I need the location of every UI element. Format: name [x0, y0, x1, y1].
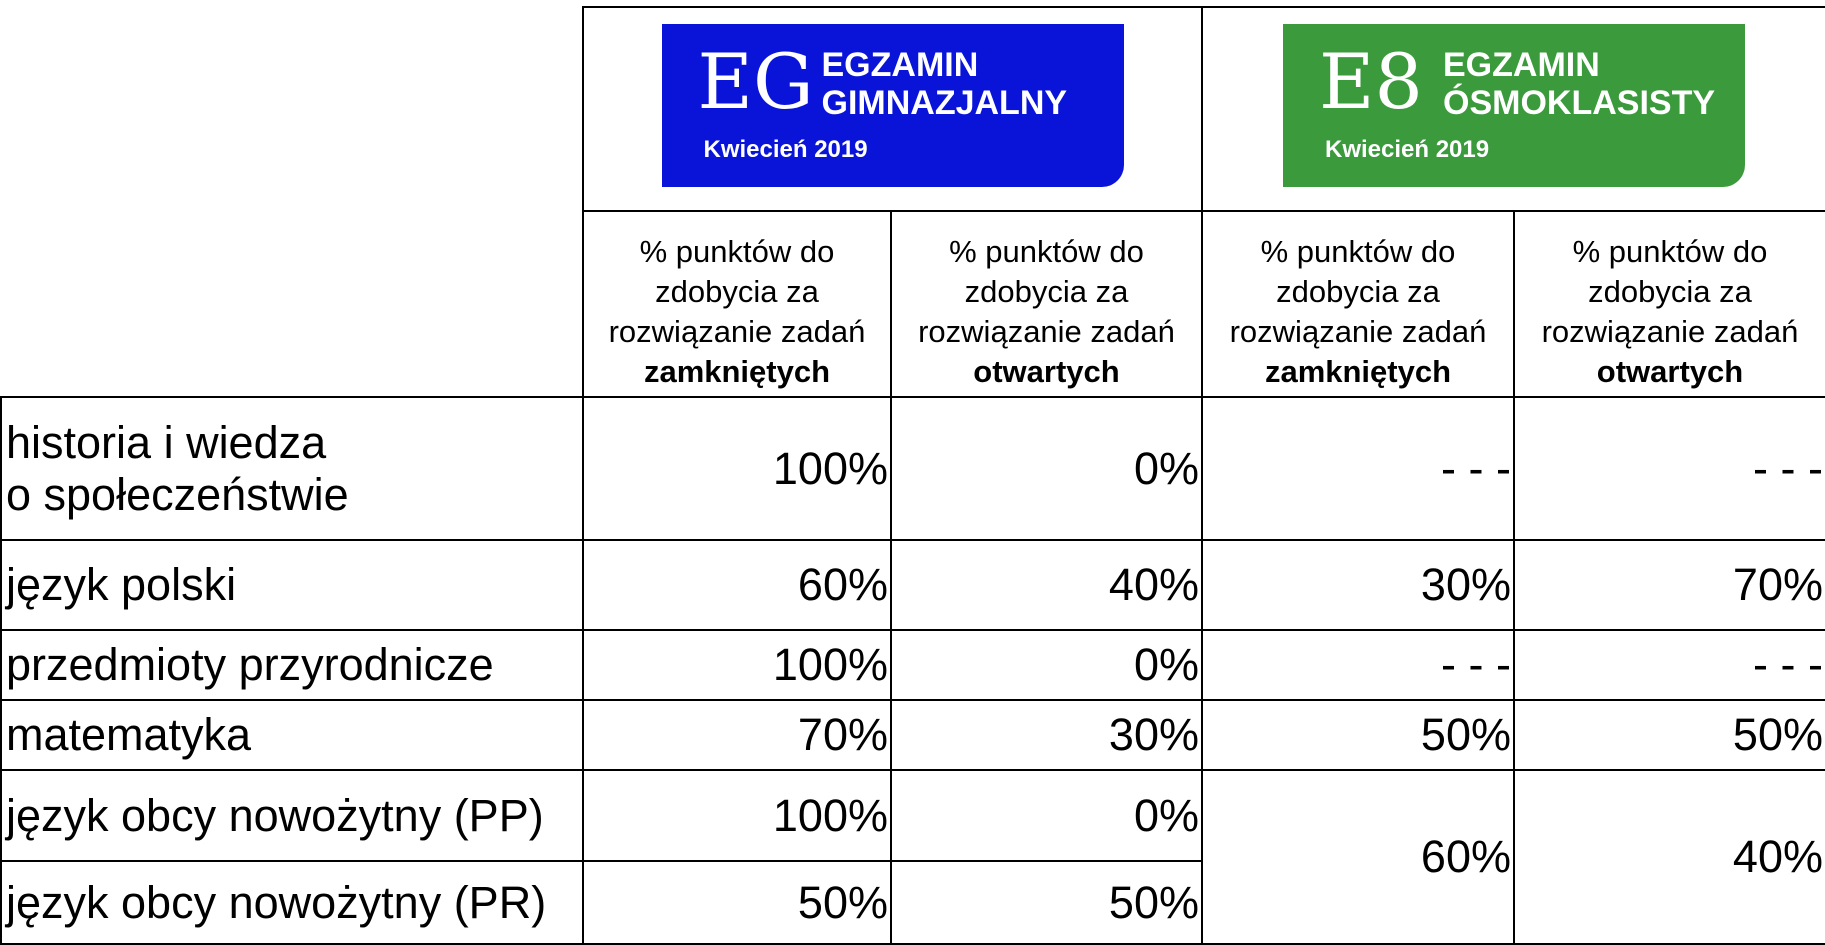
- logo-title-line: EGZAMIN: [1443, 46, 1600, 84]
- value-cell: 40%: [1513, 769, 1825, 945]
- data-row: przedmioty przyrodnicze 100% 0% - - -- - -: [0, 629, 1825, 701]
- column-header: % punktów do zdobycia za rozwiązanie zadań…: [1201, 210, 1515, 398]
- data-row: matematyka 70% 30% 50% 50%: [0, 699, 1825, 771]
- row-label: język obcy nowożytny (PR): [0, 860, 584, 945]
- value-cell: 70%: [582, 699, 892, 771]
- value-cell: 50%: [1513, 699, 1825, 771]
- label-line: język obcy nowożytny (PP): [6, 789, 544, 841]
- header-line: zdobycia za: [1276, 274, 1440, 309]
- blank-cell: [1, 211, 583, 397]
- value-cell: 40%: [890, 539, 1203, 631]
- label-line: o społeczeństwie: [6, 468, 349, 520]
- comparison-table: EG EGZAMIN GIMNAZJALNY Kwiecień 2019 E8 EGZAM…: [0, 6, 1825, 945]
- logo-cell: E8 EGZAMIN ÓSMOKLASISTY Kwiecień 2019: [1201, 6, 1825, 212]
- logo-title-line: EGZAMIN: [821, 46, 979, 84]
- label-line: przedmioty przyrodnicze: [6, 639, 494, 690]
- value-cell: - - -: [1513, 629, 1825, 701]
- value-cell: 60%: [1201, 769, 1515, 945]
- header-line: % punktów do: [1572, 234, 1768, 269]
- logo-mark: EG: [697, 37, 814, 126]
- header-bold: otwartych: [973, 354, 1120, 389]
- label-line: język polski: [6, 559, 237, 610]
- header-line: rozwiązanie zadań: [608, 314, 866, 349]
- row-label: historia i wiedza o społeczeństwie: [0, 396, 584, 541]
- data-row: historia i wiedza o społeczeństwie 100% 0% -…: [0, 396, 1825, 541]
- value-cell: - - -: [1513, 396, 1825, 541]
- label-line: język obcy nowożytny (PR): [6, 876, 547, 928]
- header-line: % punktów do: [1260, 234, 1456, 269]
- header-bold: otwartych: [1596, 354, 1744, 389]
- header-line: zdobycia za: [1588, 274, 1752, 309]
- logo-title: EGZAMIN GIMNAZJALNY: [822, 46, 1068, 122]
- logo: EG EGZAMIN GIMNAZJALNY Kwiecień 2019: [661, 24, 1124, 187]
- header-line: rozwiązanie zadań: [918, 314, 1175, 349]
- header-line: zdobycia za: [964, 274, 1129, 309]
- row-label: przedmioty przyrodnicze: [0, 629, 584, 701]
- logo-title-line: GIMNAZJALNY: [821, 84, 1068, 122]
- value-cell: 0%: [890, 629, 1203, 701]
- value-cell: 0%: [890, 396, 1203, 541]
- value-cell: 60%: [582, 539, 892, 631]
- value-cell: 0%: [890, 769, 1203, 862]
- logo-row: EG EGZAMIN GIMNAZJALNY Kwiecień 2019 E8 EGZAM…: [1, 6, 1825, 212]
- logo-title: EGZAMIN ÓSMOKLASISTY: [1443, 46, 1715, 122]
- label-line: historia i wiedza: [6, 416, 327, 468]
- value-cell: 30%: [890, 699, 1203, 771]
- logo: E8 EGZAMIN ÓSMOKLASISTY Kwiecień 2019: [1283, 24, 1745, 187]
- header-bold: zamkniętych: [1264, 354, 1452, 389]
- header-line: % punktów do: [949, 234, 1144, 269]
- table-body: EG EGZAMIN GIMNAZJALNY Kwiecień 2019 E8 EGZAM…: [0, 6, 1825, 945]
- column-header: % punktów do zdobycia za rozwiązanie zadań…: [582, 210, 892, 398]
- logo-date: Kwiecień 2019: [703, 136, 868, 163]
- logo-title-line: ÓSMOKLASISTY: [1443, 84, 1716, 122]
- value-cell: 30%: [1201, 539, 1515, 631]
- header-line: % punktów do: [639, 234, 835, 269]
- data-row: język obcy nowożytny (PR) 50% 50%: [0, 860, 1825, 945]
- column-header: % punktów do zdobycia za rozwiązanie zadań…: [890, 210, 1203, 398]
- value-cell: 50%: [582, 860, 892, 945]
- header-line: rozwiązanie zadań: [1229, 314, 1487, 349]
- value-cell: 100%: [582, 396, 892, 541]
- header-row: % punktów do zdobycia za rozwiązanie zadań…: [1, 210, 1825, 398]
- value-cell: 50%: [1201, 699, 1515, 771]
- row-label: język obcy nowożytny (PP): [0, 769, 584, 862]
- value-cell: 50%: [890, 860, 1203, 945]
- logo-date: Kwiecień 2019: [1325, 136, 1490, 163]
- value-cell: - - -: [1201, 396, 1515, 541]
- row-label: matematyka: [0, 699, 584, 771]
- header-line: rozwiązanie zadań: [1541, 314, 1799, 349]
- logo-mark: E8: [1319, 37, 1423, 126]
- value-cell: - - -: [1201, 629, 1515, 701]
- label-line: matematyka: [6, 709, 252, 760]
- value-cell: 100%: [582, 629, 892, 701]
- row-label: język polski: [0, 539, 584, 631]
- header-line: zdobycia za: [655, 274, 819, 309]
- data-row: język polski 60% 40% 30% 70%: [0, 539, 1825, 631]
- value-cell: 100%: [582, 769, 892, 862]
- data-row: język obcy nowożytny (PP) 100% 0% 60% 40%: [0, 769, 1825, 945]
- value-cell: 70%: [1513, 539, 1825, 631]
- blank-cell: [1, 7, 583, 211]
- header-bold: zamkniętych: [643, 354, 831, 389]
- column-header: % punktów do zdobycia za rozwiązanie zadań…: [1513, 210, 1825, 398]
- logo-cell: EG EGZAMIN GIMNAZJALNY Kwiecień 2019: [582, 6, 1203, 212]
